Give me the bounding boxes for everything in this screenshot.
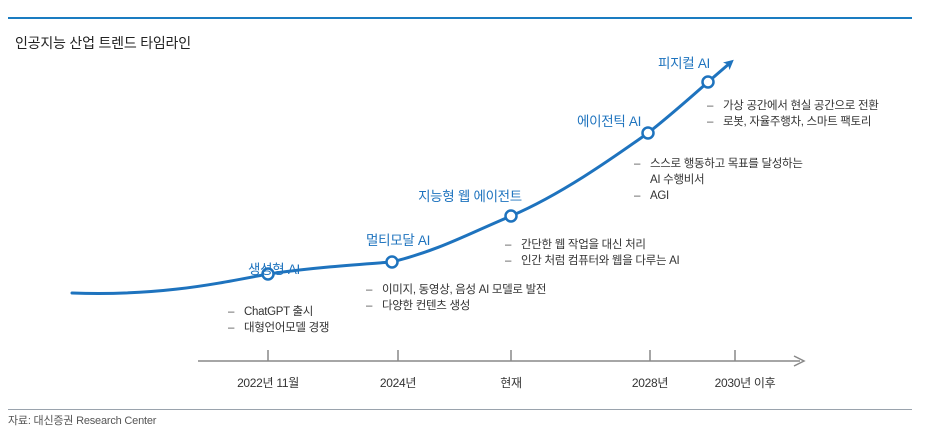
top-rule xyxy=(8,17,912,19)
bullet-item: 스스로 행동하고 목표를 달성하는 xyxy=(634,156,803,172)
stage-5-bullets: 가상 공간에서 현실 공간으로 전환 로봇, 자율주행차, 스마트 팩토리 xyxy=(707,98,879,130)
bullet-item: 다양한 컨텐츠 생성 xyxy=(366,298,546,314)
axis-label-2022-nov: 2022년 11월 xyxy=(237,376,299,390)
stage-label-generative-ai: 생성형 AI xyxy=(248,262,300,277)
milestone-node-1 xyxy=(261,267,275,281)
source-note: 자료: 대신증권 Research Center xyxy=(8,415,157,427)
milestone-node-4 xyxy=(641,126,655,140)
bullet-item: 인간 처럼 컴퓨터와 웹을 다루는 AI xyxy=(505,253,680,269)
stage-label-web-agent: 지능형 웹 에이전트 xyxy=(418,189,522,204)
time-axis-arrowhead xyxy=(793,355,806,367)
bullet-item: 간단한 웹 작업을 대신 처리 xyxy=(505,237,679,253)
stage-label-physical-ai: 피지컬 AI xyxy=(658,56,710,71)
axis-label-2024: 2024년 xyxy=(379,376,417,390)
axis-label-2028: 2028년 xyxy=(631,376,669,390)
bullet-item: 이미지, 동영상, 음성 AI 모델로 발전 xyxy=(366,282,546,298)
stage-label-agentic-ai: 에이전틱 AI xyxy=(576,114,642,129)
axis-label-2030-later: 2030년 이후 xyxy=(714,376,776,390)
bullet-item: 대형언어모델 경쟁 xyxy=(228,320,329,336)
bullet-item: 가상 공간에서 현실 공간으로 전환 xyxy=(707,98,879,114)
bullet-item: 로봇, 자율주행차, 스마트 팩토리 xyxy=(707,114,879,130)
stage-label-multimodal-ai: 멀티모달 AI xyxy=(365,233,431,248)
stage-2-bullets: 이미지, 동영상, 음성 AI 모델로 발전 다양한 컨텐츠 생성 xyxy=(366,282,546,314)
bottom-rule xyxy=(8,409,912,410)
milestone-node-5 xyxy=(701,75,715,89)
bullet-item: ChatGPT 출시 xyxy=(228,304,329,320)
bullet-item: AGI xyxy=(634,188,803,204)
stage-4-bullets: 스스로 행동하고 목표를 달성하는 AI 수행비서 AGI xyxy=(634,156,803,204)
axis-label-now: 현재 xyxy=(500,376,522,390)
milestone-node-3 xyxy=(504,209,518,223)
stage-1-bullets: ChatGPT 출시 대형언어모델 경쟁 xyxy=(228,304,329,336)
stage-3-bullets: 간단한 웹 작업을 대신 처리 인간 처럼 컴퓨터와 웹을 다루는 AI xyxy=(505,237,680,269)
chart-title: 인공지능 산업 트렌드 타임라인 xyxy=(15,35,191,51)
milestone-node-2 xyxy=(385,255,399,269)
bullet-item: AI 수행비서 xyxy=(650,174,705,186)
